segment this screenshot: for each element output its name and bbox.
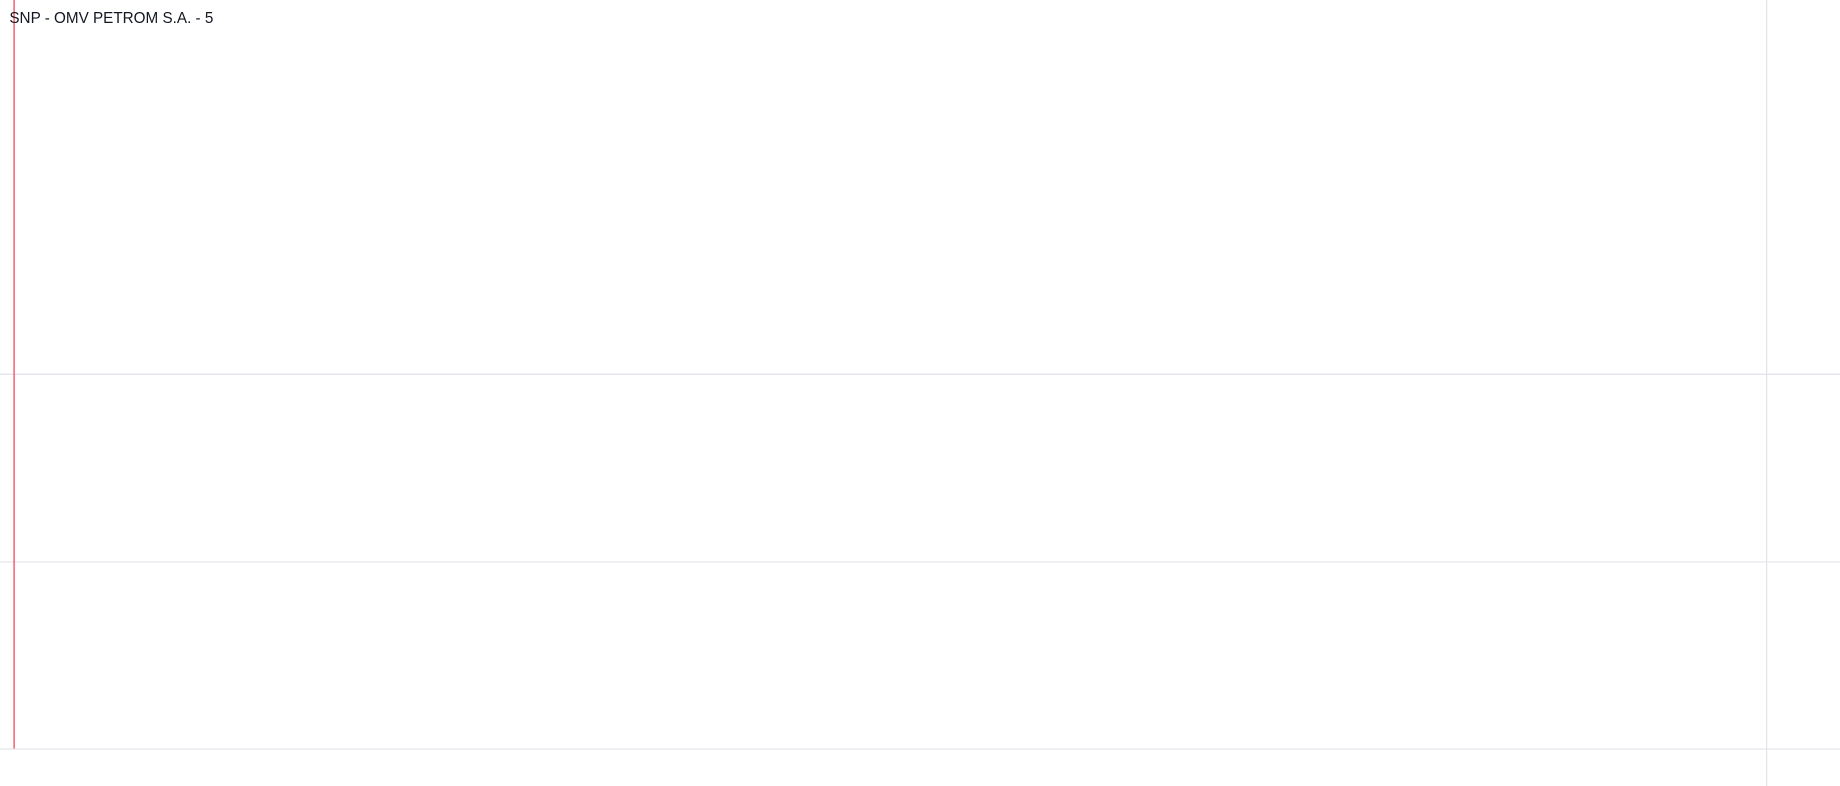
chart-title: SNP - OMV PETROM S.A. - 5 — [9, 10, 213, 27]
